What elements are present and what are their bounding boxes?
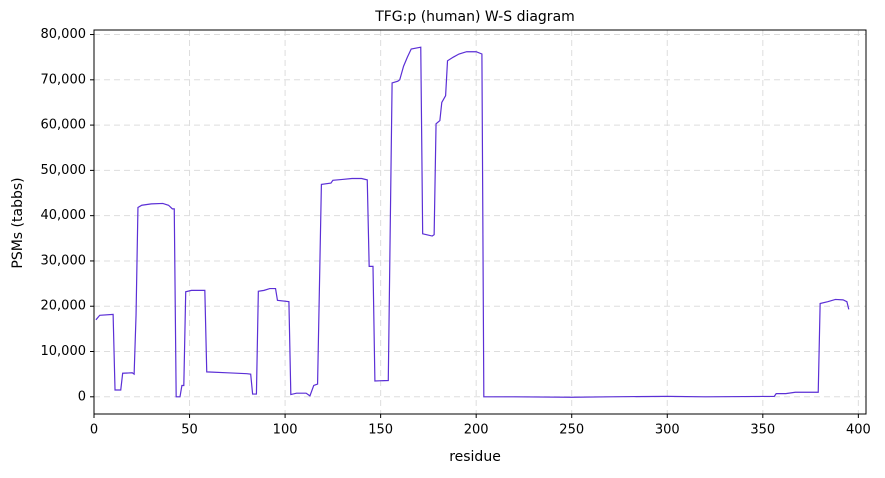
x-tick-label: 100 bbox=[273, 423, 298, 438]
data-line bbox=[95, 46, 850, 398]
chart-title: TFG:p (human) W-S diagram bbox=[374, 9, 575, 25]
y-tick-label: 40,000 bbox=[41, 208, 87, 223]
y-tick-label: 30,000 bbox=[41, 253, 87, 268]
y-tick-label: 10,000 bbox=[41, 344, 87, 359]
x-tick-label: 150 bbox=[368, 423, 393, 438]
x-tick-label: 250 bbox=[559, 423, 584, 438]
y-tick-label: 60,000 bbox=[41, 118, 87, 133]
y-tick-label: 20,000 bbox=[41, 299, 87, 314]
x-tick-label: 400 bbox=[846, 423, 871, 438]
x-axis-label: residue bbox=[449, 449, 501, 465]
y-tick-label: 70,000 bbox=[41, 72, 87, 87]
x-tick-label: 200 bbox=[464, 423, 489, 438]
x-tick-label: 350 bbox=[750, 423, 775, 438]
plot-frame bbox=[93, 29, 867, 415]
y-tick-label: 80,000 bbox=[41, 27, 87, 42]
y-axis-label: PSMs (tabbs) bbox=[10, 177, 26, 268]
y-tick-label: 0 bbox=[78, 389, 86, 404]
y-tick-label: 50,000 bbox=[41, 163, 87, 178]
x-tick-label: 50 bbox=[181, 423, 198, 438]
x-tick-label: 0 bbox=[90, 423, 98, 438]
x-tick-label: 300 bbox=[655, 423, 680, 438]
